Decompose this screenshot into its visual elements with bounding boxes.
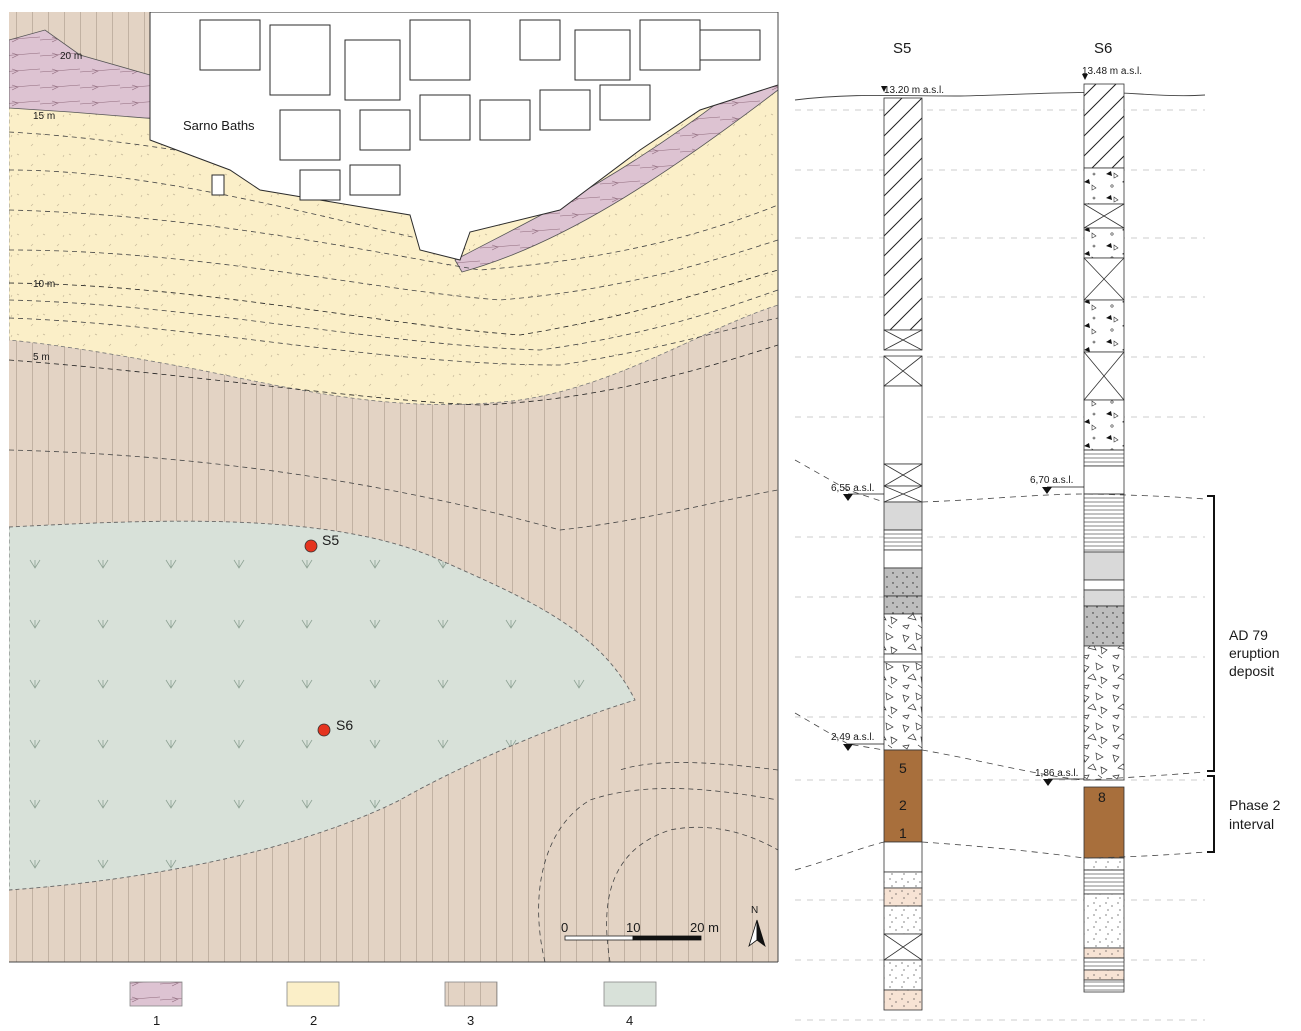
- s6-upper-elevation: 6,70 a.s.l.: [1030, 475, 1073, 486]
- bracket-label-phase2: Phase 2 interval: [1229, 797, 1284, 832]
- ground-surface: [794, 92, 1206, 101]
- unit-4-area: [9, 520, 636, 891]
- contour-label-15: 15 m: [33, 111, 55, 122]
- scale-tick-20: 20 m: [690, 920, 719, 935]
- s5-unit-2: 2: [899, 797, 907, 813]
- building-plan: [149, 12, 778, 261]
- scale-tick-10: 10: [626, 920, 640, 935]
- contour-label-10: 10 m: [33, 279, 55, 290]
- legend-label-2: 2: [310, 1013, 317, 1028]
- scale-bar: 0 10 20 m: [561, 920, 719, 941]
- bracket-phase2: [1207, 775, 1215, 853]
- map-panel: 20 m 15 m 10 m 5 m Sarno Baths S5 S6 0 1…: [9, 12, 779, 963]
- legend-swatch-2: [286, 981, 340, 1007]
- s5-top-elevation: 13.20 m a.s.l.: [884, 85, 944, 96]
- s6-lower-elevation: 1,86 a.s.l.: [1035, 768, 1078, 779]
- point-s6-label: S6: [336, 717, 353, 733]
- place-label-sarno-baths: Sarno Baths: [183, 118, 255, 133]
- s5-lower-elevation: 2,49 a.s.l.: [831, 732, 874, 743]
- correlation-lines: [794, 459, 1206, 871]
- legend-label-1: 1: [153, 1013, 160, 1028]
- contour-lines: [9, 131, 778, 962]
- section-title-s6: S6: [1094, 40, 1112, 57]
- bracket-label-ad79: AD 79 eruption deposit: [1229, 627, 1283, 679]
- section-panel: S5 S6 13.20 m a.s.l. 13.48 m a.s.l. 6,55…: [794, 40, 1284, 1021]
- north-label: N: [751, 905, 758, 916]
- legend-swatch-4: [603, 981, 657, 1007]
- point-s5-label: S5: [322, 532, 339, 548]
- legend-swatch-1: [129, 981, 183, 1007]
- bracket-ad79: [1207, 495, 1215, 772]
- legend-label-3: 3: [467, 1013, 474, 1028]
- elevation-markers: [843, 74, 1088, 786]
- contour-label-20: 20 m: [60, 51, 82, 62]
- scale-tick-0: 0: [561, 920, 568, 935]
- point-s6-marker[interactable]: [317, 723, 331, 737]
- section-title-s5: S5: [893, 40, 911, 57]
- legend-swatch-3: [444, 981, 498, 1007]
- legend-label-4: 4: [626, 1013, 633, 1028]
- s6-top-elevation: 13.48 m a.s.l.: [1082, 66, 1142, 77]
- s5-upper-elevation: 6,55 a.s.l.: [831, 483, 874, 494]
- core-s5: [883, 97, 923, 1011]
- contour-label-5: 5 m: [33, 352, 50, 363]
- sample-points: S5 S6: [304, 532, 353, 737]
- s5-unit-1: 1: [899, 825, 907, 841]
- s6-unit-8: 8: [1098, 789, 1106, 805]
- core-s6: [1083, 83, 1125, 993]
- north-arrow: N: [748, 905, 766, 948]
- reference-gridlines: [795, 109, 1205, 1021]
- s5-unit-5: 5: [899, 760, 907, 776]
- contour-labels: 20 m 15 m 10 m 5 m: [33, 51, 82, 363]
- s5-paleosol: [883, 749, 923, 843]
- point-s5-marker[interactable]: [304, 539, 318, 553]
- legend: 1 2 3 4: [129, 981, 657, 1028]
